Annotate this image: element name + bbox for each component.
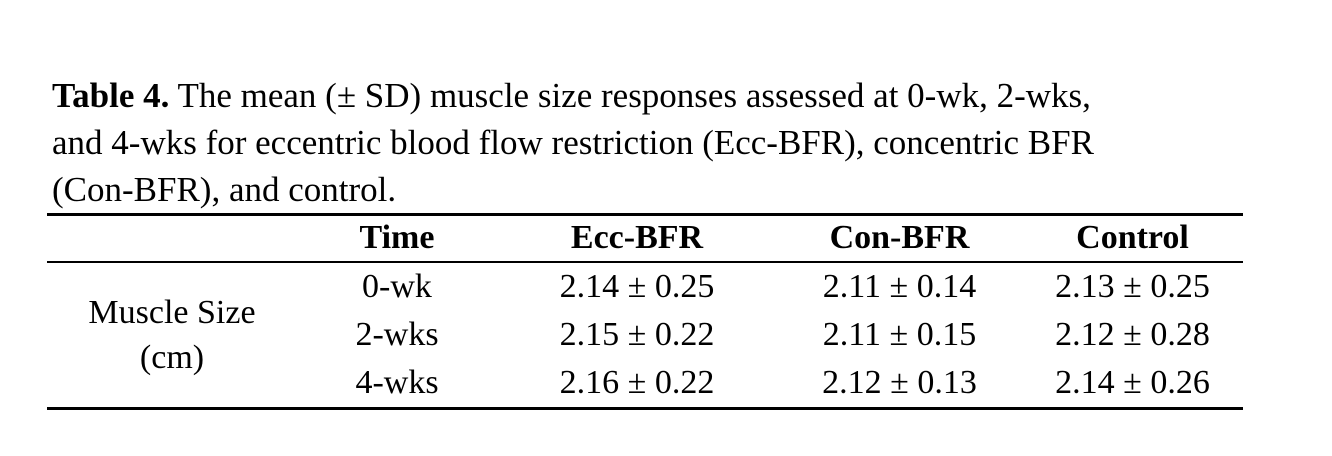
table-row-0wk: Muscle Size (cm) 0-wk 2.14 ± 0.25 2.11 ±… xyxy=(47,262,1243,376)
col-header-con-bfr: Con-BFR xyxy=(829,219,970,257)
col-header-ecc-bfr: Ecc-BFR xyxy=(570,219,704,257)
control-value-4wks: 2.14 ± 0.26 xyxy=(1055,364,1210,402)
caption-table-number: Table 4. xyxy=(52,76,170,115)
control-value-2wks: 2.12 ± 0.28 xyxy=(1055,316,1210,353)
ecc-bfr-value-4wks: 2.16 ± 0.22 xyxy=(559,364,715,402)
con-bfr-value-4wks: 2.12 ± 0.13 xyxy=(822,364,977,402)
col-header-time: Time xyxy=(359,219,435,257)
caption-line-1-text: The mean (± SD) muscle size responses as… xyxy=(169,76,1091,115)
muscle-size-table: Time Ecc-BFR Con-BFR Control Muscle Size… xyxy=(47,213,1243,410)
table-caption: Table 4. The mean (± SD) muscle size res… xyxy=(52,72,1282,213)
time-cell-0wk: 0-wk xyxy=(362,267,432,305)
table-row-2wks: 2-wks 2.15 ± 0.22 2.11 ± 0.15 2.12 ± 0.2… xyxy=(47,311,1243,360)
col-header-control: Control xyxy=(1076,219,1189,257)
caption-line-2: and 4-wks for eccentric blood flow restr… xyxy=(52,123,1094,162)
row-group-label: Muscle Size (cm) xyxy=(47,262,297,409)
header-row: Time Ecc-BFR Con-BFR Control xyxy=(47,215,1243,262)
ecc-bfr-value-2wks: 2.15 ± 0.22 xyxy=(559,316,715,353)
row-group-unit: (cm) xyxy=(139,338,205,376)
con-bfr-value-0wk: 2.11 ± 0.14 xyxy=(822,267,977,305)
ecc-bfr-value-0wk: 2.14 ± 0.25 xyxy=(559,267,715,305)
time-cell-4wks: 4-wks xyxy=(355,364,439,402)
table-row-4wks: 4-wks 2.16 ± 0.22 2.12 ± 0.13 2.14 ± 0.2… xyxy=(47,360,1243,409)
caption-line-3: (Con-BFR), and control. xyxy=(52,170,397,209)
row-group-name: Muscle Size xyxy=(88,293,256,331)
corner-cell xyxy=(47,215,297,262)
con-bfr-value-2wks: 2.11 ± 0.15 xyxy=(822,316,977,353)
time-cell-2wks: 2-wks xyxy=(355,316,439,353)
caption-line-1: Table 4. The mean (± SD) muscle size res… xyxy=(52,72,1282,119)
control-value-0wk: 2.13 ± 0.25 xyxy=(1055,267,1210,305)
